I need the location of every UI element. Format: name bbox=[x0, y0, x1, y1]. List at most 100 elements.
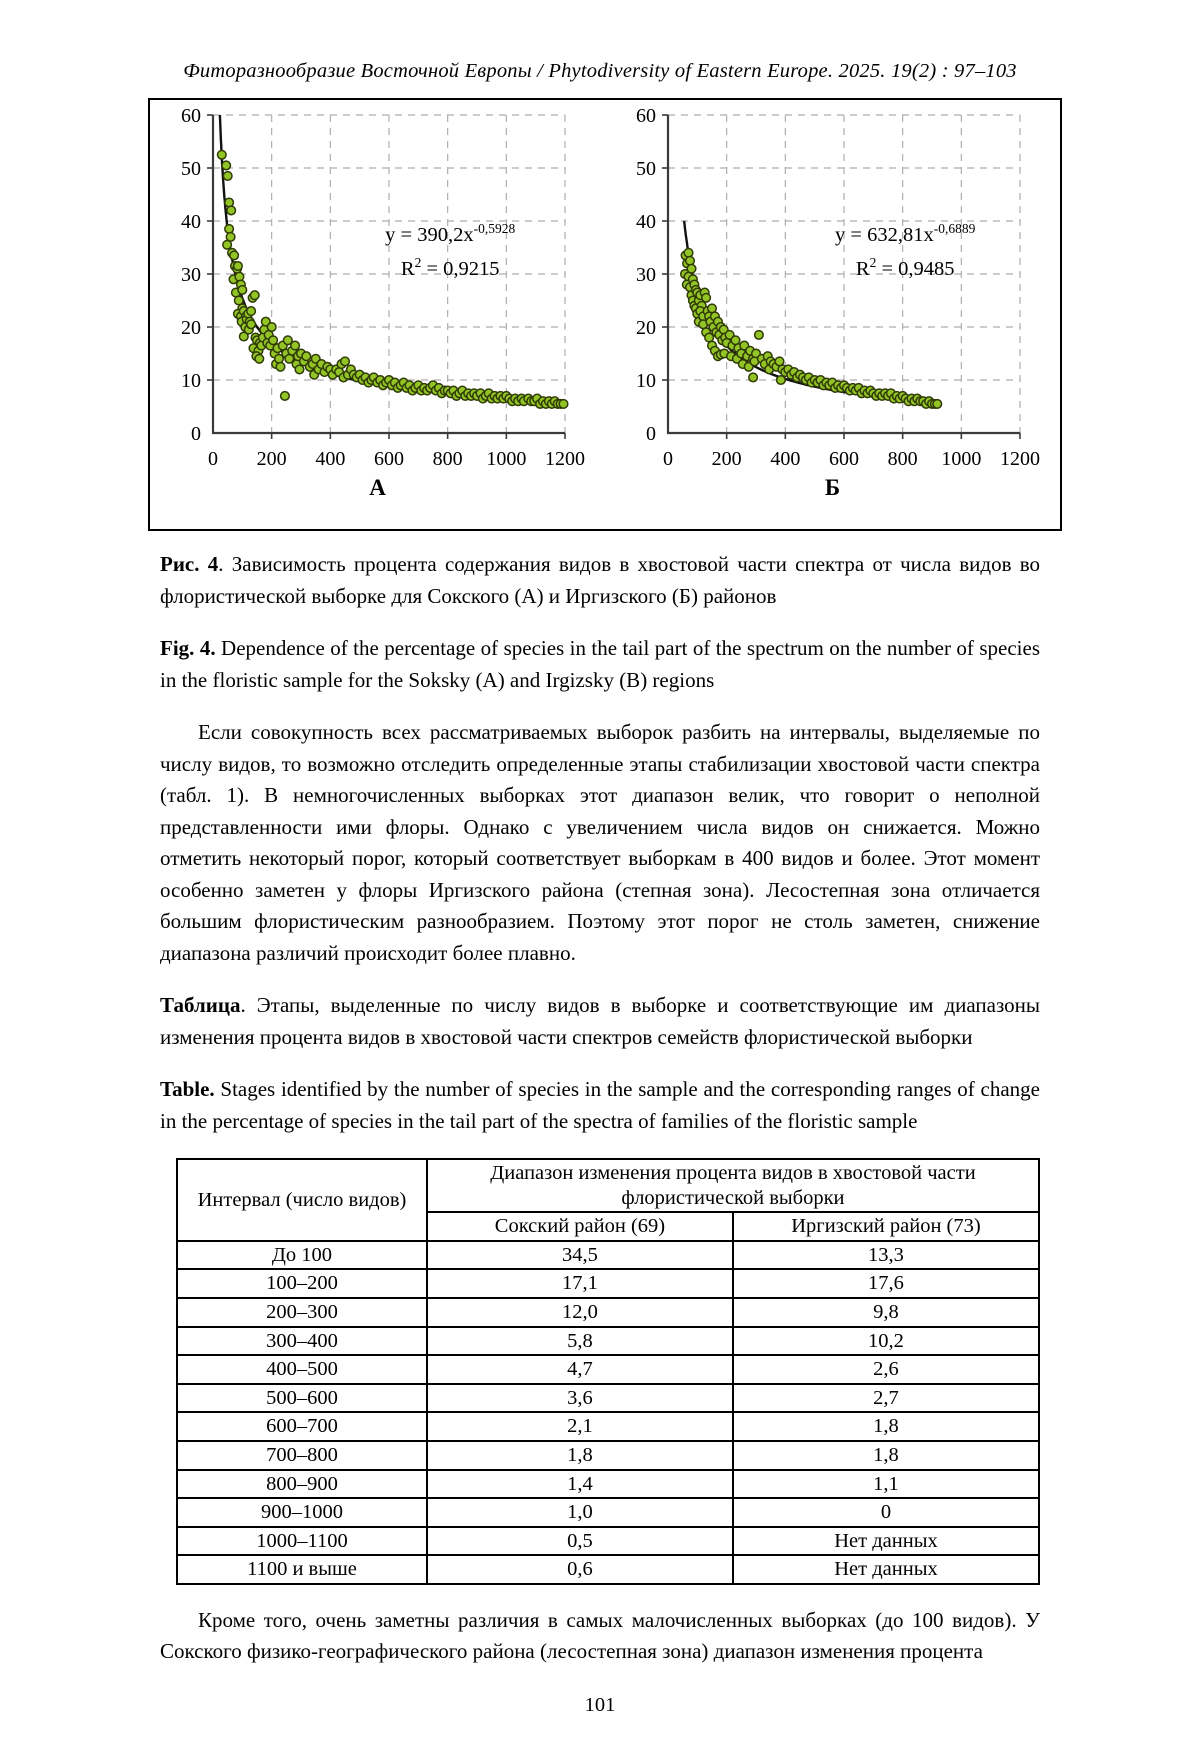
table-cell: До 100 bbox=[176, 1239, 428, 1271]
data-point bbox=[234, 271, 245, 282]
figure-caption-en-number: Fig. 4. bbox=[160, 636, 216, 660]
figure-caption-ru: Рис. 4. Зависимость процента содержания … bbox=[160, 549, 1040, 612]
data-point bbox=[222, 170, 233, 181]
table-cell: 900–1000 bbox=[176, 1497, 428, 1528]
x-tick-label: 1200 bbox=[1000, 448, 1040, 470]
figure-caption-en-text: Dependence of the percentage of species … bbox=[160, 636, 1040, 692]
table-row: 200–300 12,0 9,8 bbox=[176, 1296, 1041, 1328]
x-tick-label: 1000 bbox=[486, 448, 526, 470]
y-tick-label: 40 bbox=[636, 211, 656, 233]
y-tick-label: 20 bbox=[181, 317, 201, 339]
table-row: 800–900 1,4 1,1 bbox=[176, 1468, 1041, 1500]
power-law-a: y = 390,2x-0,5928 bbox=[385, 221, 516, 246]
header-interval: Интервал (число видов) bbox=[176, 1158, 428, 1242]
journal-running-head: Фиторазнообразие Восточной Европы / Phyt… bbox=[183, 60, 1017, 82]
table-cell: 9,8 bbox=[731, 1296, 1041, 1328]
data-point bbox=[226, 205, 237, 216]
table-cell: 800–900 bbox=[176, 1468, 428, 1500]
table-cell: 200–300 bbox=[176, 1296, 428, 1328]
table-row: 700–800 1,8 1,8 bbox=[176, 1439, 1041, 1471]
data-point bbox=[246, 319, 257, 330]
data-point bbox=[221, 160, 232, 171]
table-cell: 1,1 bbox=[731, 1468, 1041, 1500]
y-tick-label: 30 bbox=[181, 264, 201, 286]
table-cell: 2,7 bbox=[731, 1382, 1041, 1414]
table-caption-ru-label: Таблица bbox=[160, 993, 241, 1017]
table-row: 100–200 17,1 17,6 bbox=[176, 1268, 1041, 1299]
figure-caption-ru-number: Рис. 4 bbox=[160, 552, 219, 576]
data-point bbox=[229, 250, 240, 261]
x-tick-label: 400 bbox=[770, 448, 800, 470]
stages-table: Интервал (число видов) Диапазон изменени… bbox=[176, 1157, 1041, 1585]
table-cell: 13,3 bbox=[731, 1239, 1041, 1271]
x-tick-label: 1200 bbox=[545, 448, 585, 470]
page-content: Фиторазнообразие Восточной Европы / Phyt… bbox=[0, 60, 1200, 1717]
table-cell: Нет данных bbox=[731, 1525, 1041, 1557]
data-point bbox=[279, 390, 290, 401]
table-cell: 2,1 bbox=[425, 1411, 734, 1442]
table-cell: 1000–1100 bbox=[176, 1525, 428, 1557]
data-point bbox=[254, 353, 265, 364]
table-cell: 1,0 bbox=[425, 1497, 734, 1528]
table-cell: 100–200 bbox=[176, 1268, 428, 1299]
data-point bbox=[775, 374, 786, 386]
data-point bbox=[753, 329, 764, 340]
table-cell: 0,6 bbox=[425, 1554, 734, 1585]
data-point bbox=[232, 260, 243, 272]
table-caption-ru-text: . Этапы, выделенные по числу видов в выб… bbox=[160, 993, 1040, 1049]
x-tick-label: 0 bbox=[208, 448, 218, 470]
y-tick-label: 30 bbox=[636, 264, 656, 286]
r-squared-b: R2 = 0,9485 bbox=[855, 254, 955, 280]
table-cell: 300–400 bbox=[176, 1325, 428, 1357]
r-squared-a: R2 = 0,9215 bbox=[400, 254, 500, 280]
header-region-soksky: Сокский район (69) bbox=[425, 1211, 734, 1242]
data-point bbox=[246, 306, 257, 317]
scatter-plot-svg: 0 200 400 600 800 1000 1200 0 10 20 30 40 50 60 bbox=[636, 105, 1040, 470]
stages-table-body: До 100 34,5 13,3 100–200 17,1 17,6 200–300 12,0… bbox=[176, 1239, 1041, 1585]
body-paragraph-1: Если совокупность всех рассматриваемых в… bbox=[160, 720, 1040, 965]
chart-panel-a: 0 200 400 600 800 1000 1200 0 10 20 30 40 50 60 y = 3… bbox=[150, 100, 605, 529]
table-cell: 1100 и выше bbox=[176, 1554, 428, 1585]
data-point bbox=[237, 284, 248, 295]
table-row: 500–600 3,6 2,7 bbox=[176, 1382, 1041, 1414]
x-tick-label: 600 bbox=[829, 448, 859, 470]
table-row: 400–500 4,7 2,6 bbox=[176, 1354, 1041, 1385]
data-point bbox=[748, 372, 759, 383]
data-point bbox=[249, 290, 260, 301]
table-row: 1100 и выше 0,6 Нет данных bbox=[176, 1554, 1041, 1585]
table-cell: 17,1 bbox=[425, 1268, 734, 1299]
x-tick-label: 800 bbox=[888, 448, 918, 470]
table-row: 900–1000 1,0 0 bbox=[176, 1497, 1041, 1528]
y-tick-label: 60 bbox=[181, 105, 201, 127]
table-cell: 3,6 bbox=[425, 1382, 734, 1414]
y-tick-label: 10 bbox=[636, 370, 656, 392]
chart-label-b: Б bbox=[824, 475, 841, 500]
trendline-equation-a: y = 390,2x-0,5928 R2 = 0,9215 bbox=[350, 218, 550, 285]
x-tick-label: 200 bbox=[712, 448, 742, 470]
y-tick-label: 0 bbox=[646, 423, 656, 445]
table-cell: 4,7 bbox=[425, 1354, 734, 1385]
table-caption-ru: Таблица. Этапы, выделенные по числу видо… bbox=[160, 990, 1040, 1053]
figure-caption-ru-text: . Зависимость процента содержания видов … bbox=[160, 552, 1041, 608]
figure-4-panel: 0 200 400 600 800 1000 1200 0 10 20 30 40 50 60 y = 3… bbox=[148, 98, 1062, 531]
y-tick-label: 0 bbox=[191, 423, 201, 445]
data-point bbox=[686, 263, 697, 274]
table-cell: 400–500 bbox=[176, 1354, 428, 1385]
power-law-b: y = 632,81x-0,6889 bbox=[835, 221, 976, 246]
data-point bbox=[339, 356, 351, 367]
x-tick-label: 600 bbox=[374, 448, 404, 470]
table-cell: 2,6 bbox=[731, 1354, 1041, 1385]
data-point bbox=[683, 247, 694, 258]
table-caption-en-label: Table. bbox=[160, 1077, 215, 1101]
y-tick-label: 50 bbox=[181, 158, 201, 180]
x-tick-label: 400 bbox=[315, 448, 345, 470]
table-cell: 10,2 bbox=[731, 1325, 1041, 1357]
x-tick-label: 0 bbox=[663, 448, 673, 470]
x-tick-label: 200 bbox=[257, 448, 287, 470]
stages-table-header: Интервал (число видов) Диапазон изменени… bbox=[176, 1157, 1041, 1242]
table-cell: 1,8 bbox=[731, 1411, 1041, 1442]
y-tick-label: 20 bbox=[636, 317, 656, 339]
data-point bbox=[684, 255, 696, 266]
table-cell: 12,0 bbox=[425, 1296, 734, 1328]
data-point bbox=[238, 331, 249, 342]
